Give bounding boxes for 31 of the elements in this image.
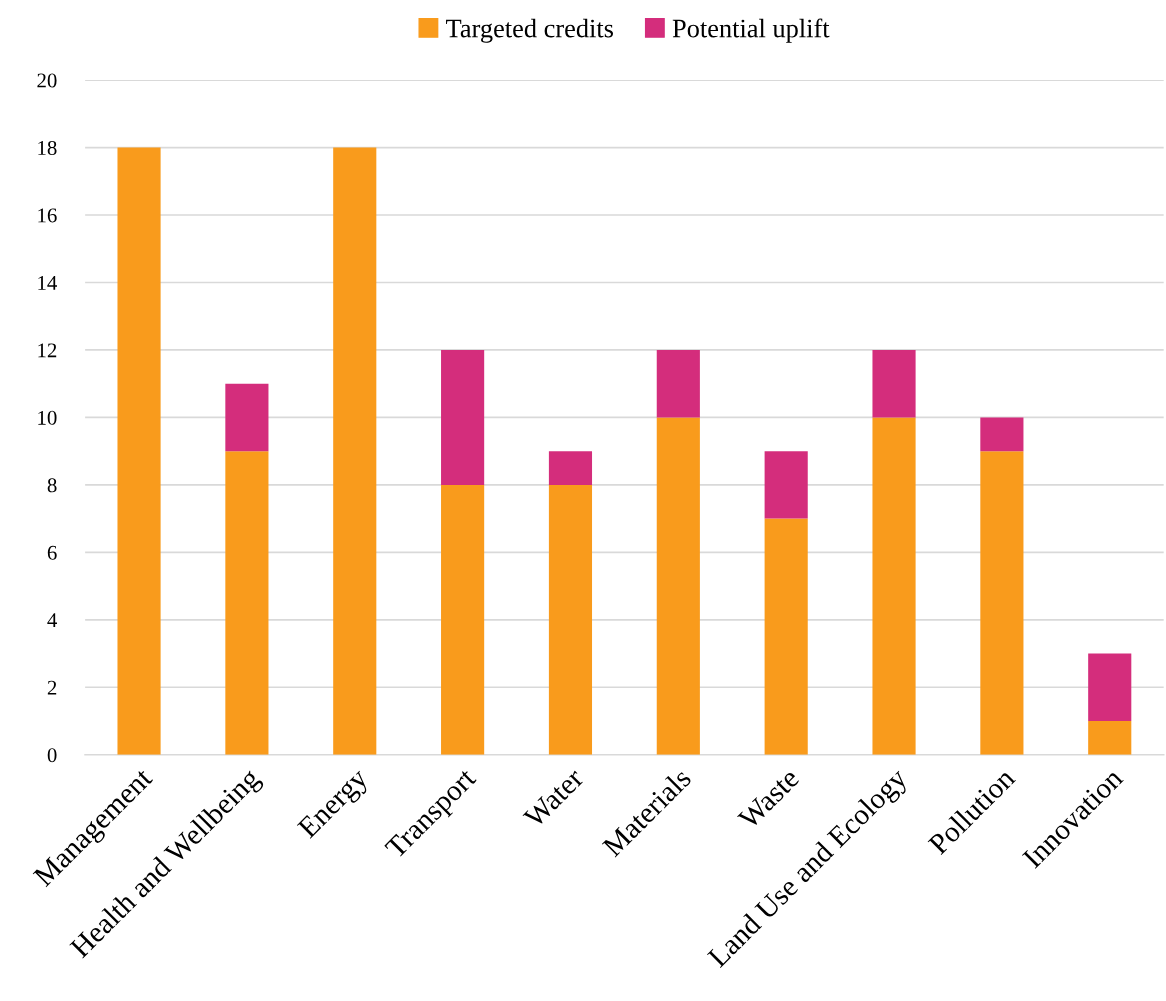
bar	[764, 451, 808, 519]
y-tick-label: 12	[38, 343, 57, 358]
bar	[1088, 721, 1132, 755]
bar	[441, 484, 485, 755]
bar	[225, 451, 269, 755]
y-tick-label: 16	[38, 208, 57, 223]
bar	[764, 518, 808, 755]
y-tick-label: 6	[47, 545, 57, 560]
bar	[656, 349, 700, 418]
legend-label: Targeted credits	[446, 18, 614, 43]
bar	[333, 147, 377, 755]
bar	[872, 417, 916, 755]
bar	[872, 349, 916, 418]
y-tick-label: 8	[47, 478, 57, 493]
y-tick-label: 2	[47, 680, 57, 695]
bar	[980, 417, 1024, 452]
bar	[656, 417, 700, 755]
bar	[980, 451, 1024, 755]
bar	[1088, 653, 1132, 722]
y-tick-label: 18	[38, 140, 57, 155]
y-tick-label: 4	[47, 613, 58, 628]
y-tick-label: 0	[47, 748, 57, 763]
bar	[548, 451, 593, 485]
bar	[117, 147, 161, 755]
y-tick-label: 20	[37, 73, 57, 88]
bar	[225, 383, 269, 452]
y-tick-label: 10	[38, 410, 57, 425]
bar	[441, 349, 485, 485]
bar	[548, 484, 593, 755]
legend-label: Potential uplift	[672, 18, 830, 43]
y-tick-label: 14	[38, 275, 58, 290]
